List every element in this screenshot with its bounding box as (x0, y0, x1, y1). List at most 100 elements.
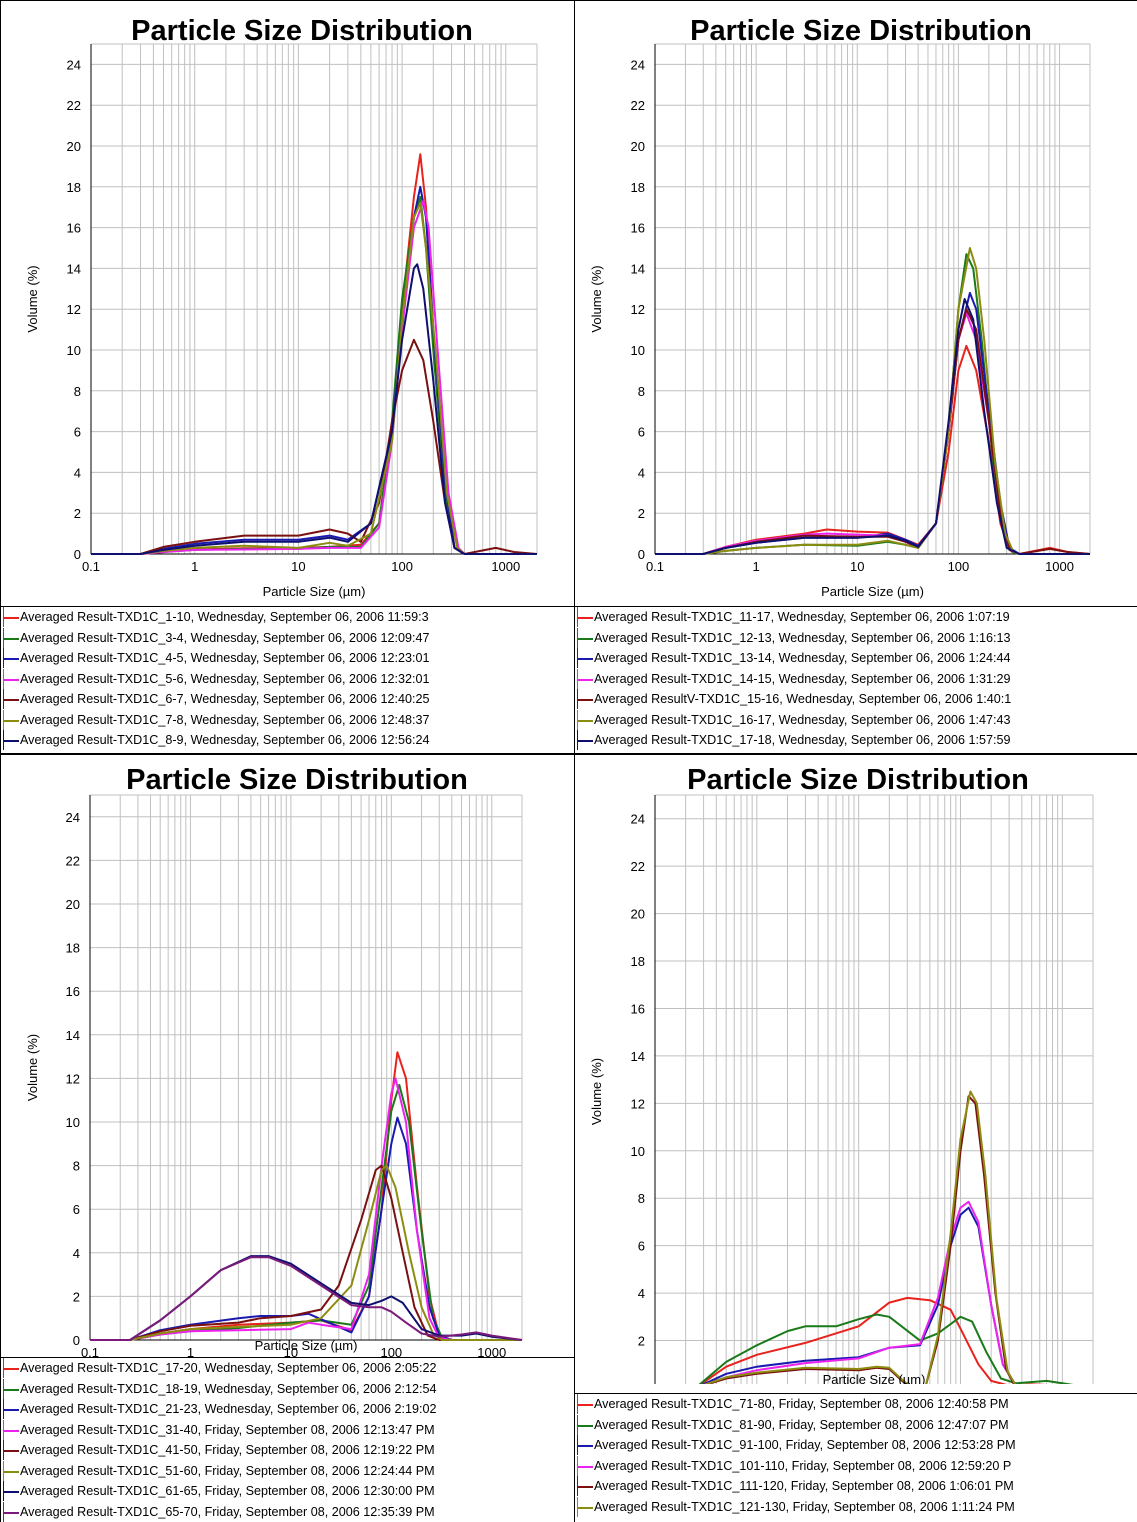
legend-swatch (577, 1455, 593, 1476)
y-tick-label: 14 (631, 261, 645, 276)
legend-swatch (3, 648, 19, 668)
x-tick-label: 0.1 (82, 559, 100, 574)
legend-entry: Averaged Result-TXD1C_16-17, Wednesday, … (574, 709, 1137, 731)
series-line-5 (91, 338, 538, 555)
y-tick-label: 0 (74, 547, 81, 562)
y-tick-label: 14 (67, 261, 81, 276)
series-line-1 (655, 344, 1091, 555)
legend-label: Averaged Result-TXD1C_71-80, Friday, Sep… (594, 1397, 1009, 1411)
y-tick-label: 14 (631, 1049, 645, 1064)
y-tick-label: 4 (638, 465, 645, 480)
legend-swatch (3, 1460, 19, 1481)
y-tick-label: 8 (73, 1159, 80, 1174)
y-tick-label: 18 (631, 180, 645, 195)
legend-label: Averaged Result-TXD1C_91-100, Friday, Se… (594, 1438, 1016, 1452)
legend-entry: Averaged Result-TXD1C_13-14, Wednesday, … (574, 648, 1137, 669)
legend-label: Averaged Result-TXD1C_3-4, Wednesday, Se… (20, 630, 430, 645)
legend-label: Averaged Result-TXD1C_12-13, Wednesday, … (594, 630, 1011, 645)
legend-entry: Averaged Result-TXD1C_51-60, Friday, Sep… (0, 1460, 574, 1482)
y-tick-label: 18 (631, 954, 645, 969)
legend-entry: Averaged Result-TXD1C_71-80, Friday, Sep… (574, 1394, 1137, 1415)
y-tick-label: 20 (66, 897, 80, 912)
legend-entry: Averaged Result-TXD1C_7-8, Wednesday, Se… (0, 709, 574, 731)
x-axis-label: Particle Size (µm) (821, 584, 924, 599)
legend-entry: Averaged Result-TXD1C_21-23, Wednesday, … (0, 1399, 574, 1420)
legend-swatch (577, 1394, 593, 1414)
legend-swatch (577, 1414, 593, 1435)
chart-panel-1: 0 2 4 6 8 10 12 14 16 18 20 22 24 0.1 1 10 100 1000 Partic… (0, 0, 574, 754)
legend-label: Averaged Result-TXD1C_101-110, Friday, S… (594, 1458, 1012, 1473)
legend-label: Averaged Result-TXD1C_11-17, Wednesday, … (594, 610, 1010, 624)
x-tick-label: 1000 (1045, 559, 1074, 574)
series-line-4 (90, 1077, 522, 1341)
legend-swatch (3, 1399, 19, 1419)
y-axis-label: Volume (%) (25, 265, 40, 332)
legend-label: Averaged Result-TXD1C_18-19, Wednesday, … (20, 1381, 437, 1396)
legend-entry: Averaged Result-TXD1C_41-50, Friday, Sep… (0, 1440, 574, 1461)
x-axis-label: Particle Size (µm) (263, 584, 366, 599)
legend-entry: Averaged Result-TXD1C_11-17, Wednesday, … (574, 607, 1137, 628)
legend-swatch (3, 1501, 19, 1522)
x-tick-label: 100 (948, 559, 970, 574)
chart-title: Particle Size Distribution (690, 15, 1032, 47)
legend-3: Averaged Result-TXD1C_17-20, Wednesday, … (0, 1358, 574, 1522)
series-line-6 (655, 247, 1090, 555)
series-line-2 (655, 253, 1090, 555)
legend-label: Averaged Result-TXD1C_16-17, Wednesday, … (594, 712, 1011, 727)
legend-label: Averaged ResultV-TXD1C_15-16, Wednesday,… (594, 692, 1012, 706)
legend-swatch (577, 607, 593, 627)
legend-label: Averaged Result-TXD1C_17-20, Wednesday, … (20, 1361, 437, 1375)
y-tick-label: 22 (631, 98, 645, 113)
legend-entry: Averaged Result-TXD1C_1-10, Wednesday, S… (0, 607, 574, 628)
series-line-3 (90, 1116, 522, 1341)
legend-separator-4 (574, 1393, 1137, 1394)
x-axis-label: Particle Size (µm) (823, 1372, 926, 1384)
y-tick-label: 2 (638, 1334, 645, 1349)
series-line-7 (90, 1255, 523, 1341)
legend-swatch (577, 1496, 593, 1517)
legend-swatch (3, 1358, 19, 1378)
legend-swatch (3, 1419, 19, 1440)
legend-label: Averaged Result-TXD1C_61-65, Friday, Sep… (20, 1484, 435, 1498)
y-tick-label: 18 (67, 180, 81, 195)
series-line-3 (655, 291, 1090, 555)
legend-swatch (3, 627, 19, 648)
y-tick-label: 10 (631, 343, 645, 358)
chart-title: Particle Size Distribution (131, 15, 473, 47)
y-tick-label: 6 (638, 425, 645, 440)
legend-swatch (577, 668, 593, 689)
x-tick-label: 10 (850, 559, 864, 574)
y-tick-label: 12 (631, 1096, 645, 1111)
series-line-6 (703, 1090, 1017, 1384)
y-tick-label: 16 (631, 1001, 645, 1016)
y-tick-label: 2 (73, 1289, 80, 1304)
legend-entry: Averaged Result-TXD1C_121-130, Friday, S… (574, 1496, 1137, 1518)
y-axis-label: Volume (%) (589, 1058, 604, 1125)
legend-label: Averaged Result-TXD1C_4-5, Wednesday, Se… (20, 651, 430, 665)
legend-entry: Averaged Result-TXD1C_14-15, Wednesday, … (574, 668, 1137, 690)
chart-title: Particle Size Distribution (687, 764, 1029, 796)
y-tick-label: 16 (66, 984, 80, 999)
legend-swatch (577, 648, 593, 668)
legend-swatch (577, 709, 593, 730)
x-tick-label: 100 (380, 1345, 402, 1358)
outer-border-top (0, 0, 1137, 1)
legend-entry: Averaged Result-TXD1C_5-6, Wednesday, Se… (0, 668, 574, 690)
y-tick-label: 20 (631, 139, 645, 154)
y-tick-label: 10 (66, 1115, 80, 1130)
legend-entry: Averaged Result-TXD1C_65-70, Friday, Sep… (0, 1501, 574, 1522)
legend-label: Averaged Result-TXD1C_7-8, Wednesday, Se… (20, 712, 430, 727)
y-tick-label: 0 (638, 547, 645, 562)
legend-entry: Averaged Result-TXD1C_17-20, Wednesday, … (0, 1358, 574, 1379)
y-tick-label: 6 (638, 1239, 645, 1254)
series-line-7 (655, 298, 1090, 555)
legend-swatch (3, 607, 19, 627)
series-line-1 (699, 1296, 1048, 1384)
y-tick-label: 20 (631, 907, 645, 922)
series-line-4 (91, 200, 537, 555)
legend-entry: Averaged Result-TXD1C_61-65, Friday, Sep… (0, 1481, 574, 1502)
x-tick-label: 10 (291, 559, 305, 574)
